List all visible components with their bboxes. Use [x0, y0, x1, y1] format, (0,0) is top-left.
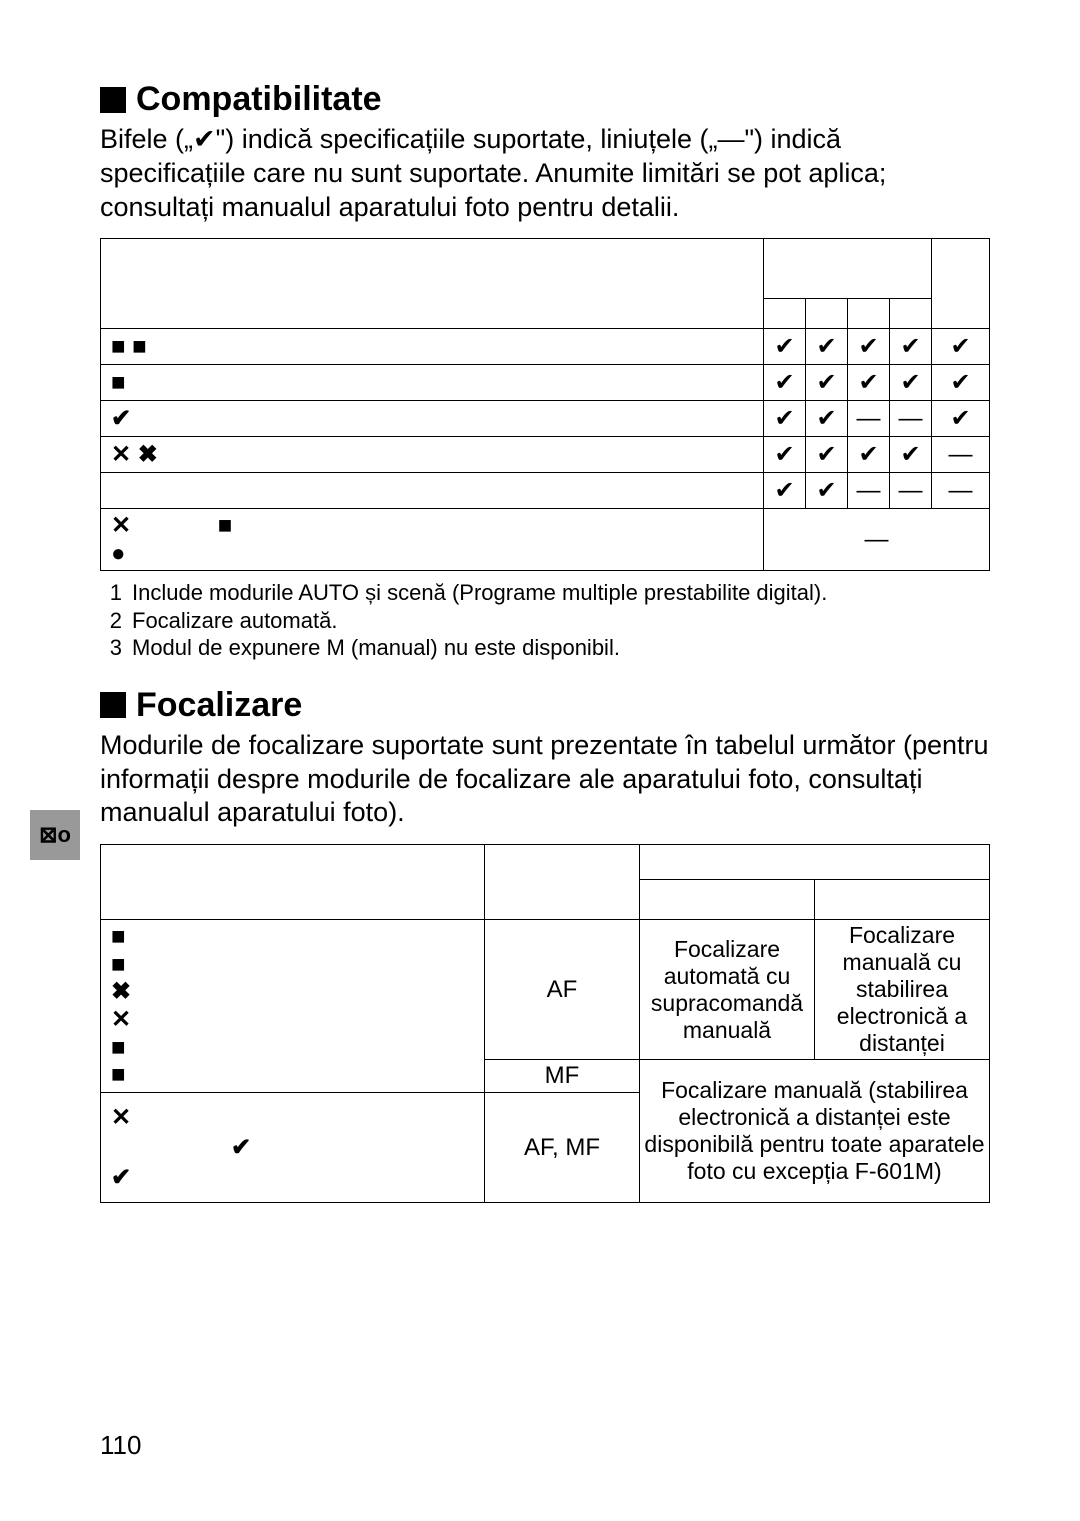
cell: ✔: [848, 437, 890, 473]
header-cell: [932, 239, 990, 329]
footnote-text: Focalizare automată.: [132, 607, 337, 635]
footnote-text: Modul de expunere M (manual) nu este dis…: [132, 634, 620, 662]
cell: ✔: [848, 329, 890, 365]
table-row: ■ ■ ✖ ✕ ■ ■ AF Focalizare automată cu su…: [101, 920, 990, 1060]
cell: ✔: [764, 437, 806, 473]
cell: ✔: [806, 401, 848, 437]
compat-section-title: Compatibilitate: [100, 80, 990, 119]
cell: ✔: [764, 401, 806, 437]
cell: —: [932, 437, 990, 473]
cell: ✔: [764, 329, 806, 365]
table-row: ✔ ✔ — — —: [101, 473, 990, 509]
square-bullet-icon: [100, 692, 126, 718]
cell: ✔: [806, 329, 848, 365]
table-row: ✕ ✖ ✔ ✔ ✔ ✔ —: [101, 437, 990, 473]
page-number: 110: [100, 1430, 141, 1461]
cell-merged: Focalizare manuală (stabilirea electroni…: [640, 1060, 990, 1203]
header-cell: [101, 845, 485, 920]
table-header-row: [101, 845, 990, 880]
table-row: ■ ■ ✔ ✔ ✔ ✔ ✔: [101, 329, 990, 365]
cell: ✔: [806, 437, 848, 473]
compat-title-text: Compatibilitate: [136, 80, 382, 119]
footnote-num: 1: [100, 579, 122, 607]
square-bullet-icon: [100, 87, 126, 113]
compat-footnotes: 1 Include modurile AUTO și scenă (Progra…: [100, 579, 990, 662]
cell: ✔: [764, 365, 806, 401]
row-label: ✕ ✔ ✔: [101, 1093, 485, 1203]
focus-title-text: Focalizare: [136, 686, 302, 725]
footnote-num: 2: [100, 607, 122, 635]
cell: ✔: [890, 365, 932, 401]
side-tab: ⊠o: [30, 810, 80, 860]
header-cell: [640, 845, 990, 880]
cell: MF: [485, 1060, 640, 1093]
row-label: ■: [101, 365, 764, 401]
cell: —: [890, 473, 932, 509]
footnote: 1 Include modurile AUTO și scenă (Progra…: [100, 579, 990, 607]
table-row: ■ ✔ ✔ ✔ ✔ ✔: [101, 365, 990, 401]
header-cell: [101, 239, 764, 329]
row-label: ✔: [101, 401, 764, 437]
cell: ✔: [890, 329, 932, 365]
cell-merged: —: [764, 509, 990, 571]
footnote: 2 Focalizare automată.: [100, 607, 990, 635]
row-label: ✕ ✖: [101, 437, 764, 473]
header-cell: [890, 299, 932, 329]
row-label: ■ ■: [101, 329, 764, 365]
footnote: 3 Modul de expunere M (manual) nu este d…: [100, 634, 990, 662]
cell: ✔: [890, 437, 932, 473]
cell: —: [848, 473, 890, 509]
row-label: [101, 473, 764, 509]
footnote-text: Include modurile AUTO și scenă (Programe…: [132, 579, 827, 607]
cell: ✔: [932, 365, 990, 401]
cell: ✔: [848, 365, 890, 401]
table-row: ✕ ■ ● —: [101, 509, 990, 571]
header-cell: [806, 299, 848, 329]
merged-text-top: Focalizare manuală (stabilirea: [661, 1077, 968, 1103]
cell: Focalizare automată cu supracomandă manu…: [640, 920, 815, 1060]
cell: ✔: [764, 473, 806, 509]
compat-table: ■ ■ ✔ ✔ ✔ ✔ ✔ ■ ✔ ✔ ✔ ✔ ✔ ✔ ✔ ✔ — — ✔ ✕ …: [100, 238, 990, 571]
cell: ✔: [932, 401, 990, 437]
compat-intro-text: Bifele („✔") indică specificațiile supor…: [100, 123, 990, 224]
table-header-row: [101, 239, 990, 299]
row-label: ■ ■ ✖ ✕ ■ ■: [101, 920, 485, 1093]
cell: —: [890, 401, 932, 437]
cell: Focalizare manuală cu stabilirea electro…: [815, 920, 990, 1060]
header-cell: [764, 299, 806, 329]
merged-text-rest: electronică a distanței este disponibilă…: [644, 1104, 984, 1184]
cell: —: [932, 473, 990, 509]
header-cell: [815, 880, 990, 920]
header-cell: [640, 880, 815, 920]
cell: AF: [485, 920, 640, 1060]
cell: ✔: [932, 329, 990, 365]
footnote-num: 3: [100, 634, 122, 662]
focus-section-title: Focalizare: [100, 686, 990, 725]
cell: ✔: [806, 365, 848, 401]
header-cell: [848, 299, 890, 329]
cell: —: [848, 401, 890, 437]
cell: ✔: [806, 473, 848, 509]
table-row: ✔ ✔ ✔ — — ✔: [101, 401, 990, 437]
focus-table: ■ ■ ✖ ✕ ■ ■ AF Focalizare automată cu su…: [100, 844, 990, 1203]
header-cell: [764, 239, 932, 299]
focus-intro-text: Modurile de focalizare suportate sunt pr…: [100, 729, 990, 830]
header-cell: [485, 845, 640, 920]
cell: AF, MF: [485, 1093, 640, 1203]
row-label: ✕ ■ ●: [101, 509, 764, 571]
